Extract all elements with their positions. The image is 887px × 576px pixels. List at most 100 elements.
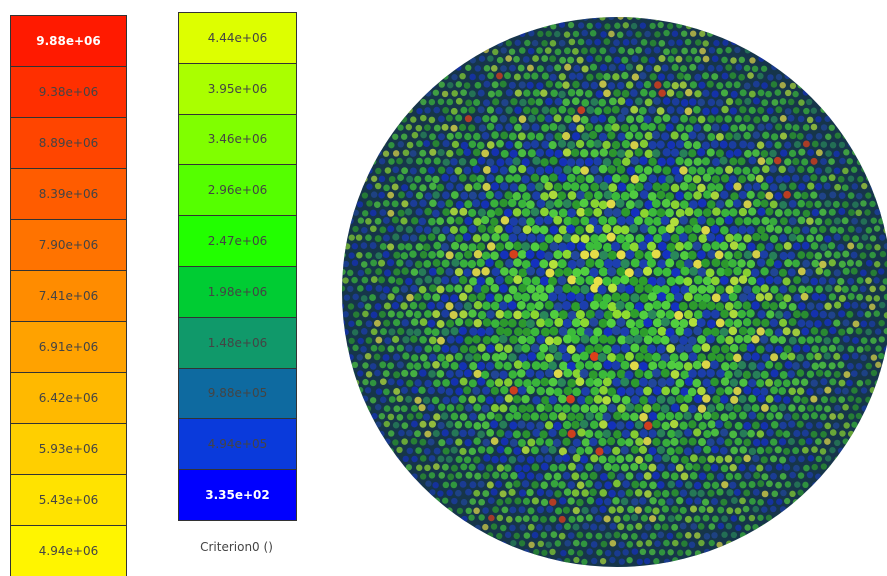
particle (657, 326, 667, 336)
particle (730, 395, 739, 404)
particle (521, 122, 530, 131)
particle (716, 335, 726, 344)
particle (545, 80, 553, 88)
particle (684, 343, 694, 353)
particle (599, 505, 607, 514)
particle (847, 395, 855, 403)
particle (667, 360, 676, 370)
particle (369, 363, 377, 370)
particle (473, 99, 481, 107)
particle (631, 480, 640, 489)
particle (558, 105, 567, 114)
particle (571, 472, 580, 481)
particle (528, 541, 535, 549)
particle (793, 73, 800, 80)
particle (585, 377, 595, 387)
particle (579, 198, 589, 208)
particle (576, 258, 586, 268)
particle (660, 285, 670, 295)
particle (761, 473, 769, 481)
particle (630, 258, 640, 268)
particle (721, 208, 730, 218)
particle (788, 455, 796, 463)
particle (586, 55, 594, 63)
particle (492, 98, 500, 106)
particle (717, 29, 725, 37)
particle (802, 124, 810, 131)
particle (562, 437, 571, 446)
particle (660, 317, 670, 327)
particle (638, 445, 648, 454)
particle (625, 215, 635, 225)
particle (688, 420, 697, 429)
particle (715, 200, 725, 209)
particle (428, 98, 436, 106)
particle (488, 514, 495, 522)
particle (477, 463, 485, 471)
particle (455, 489, 462, 497)
particle (500, 472, 509, 480)
particle (380, 328, 387, 336)
particle (694, 55, 702, 63)
particle (464, 284, 473, 293)
particle (622, 549, 629, 556)
particle (540, 498, 549, 507)
particle (419, 250, 428, 259)
particle (770, 133, 779, 141)
particle (581, 386, 590, 396)
particle (433, 463, 440, 470)
particle (566, 344, 576, 354)
particle (810, 412, 818, 420)
particle (671, 63, 679, 71)
particle (391, 216, 399, 224)
particle (595, 90, 604, 98)
particle (581, 47, 588, 55)
particle (450, 191, 459, 199)
particle (485, 190, 494, 200)
particle (366, 167, 373, 174)
particle (805, 422, 813, 430)
particle (652, 386, 662, 395)
particle (480, 370, 490, 379)
particle (611, 174, 621, 183)
particle (639, 344, 649, 354)
particle (852, 235, 859, 243)
particle (843, 371, 851, 378)
particle (721, 105, 729, 114)
particle (459, 377, 468, 386)
particle (715, 234, 725, 243)
particle (724, 455, 733, 463)
particle (521, 175, 530, 184)
particle (805, 268, 814, 277)
particle (873, 261, 881, 268)
particle (568, 445, 577, 454)
particle (513, 292, 523, 301)
particle (467, 428, 476, 437)
particle (532, 191, 541, 200)
particle (419, 438, 427, 446)
particle (675, 140, 685, 149)
particle (427, 301, 436, 310)
particle (531, 276, 541, 286)
particle (528, 30, 535, 37)
particle (598, 334, 609, 344)
particle (824, 318, 832, 327)
particle (388, 142, 395, 149)
particle (562, 506, 571, 514)
particle (653, 164, 662, 174)
particle (464, 200, 473, 209)
particle (748, 464, 756, 472)
particle (419, 369, 427, 377)
particle (460, 106, 468, 114)
particle (387, 243, 395, 251)
particle (451, 275, 460, 284)
particle (476, 242, 486, 251)
particle (450, 327, 459, 336)
particle (728, 259, 737, 268)
particle (469, 481, 477, 489)
particle (482, 335, 492, 345)
particle (409, 234, 418, 242)
particle (598, 132, 608, 142)
particle (618, 541, 625, 549)
particle (706, 200, 716, 209)
